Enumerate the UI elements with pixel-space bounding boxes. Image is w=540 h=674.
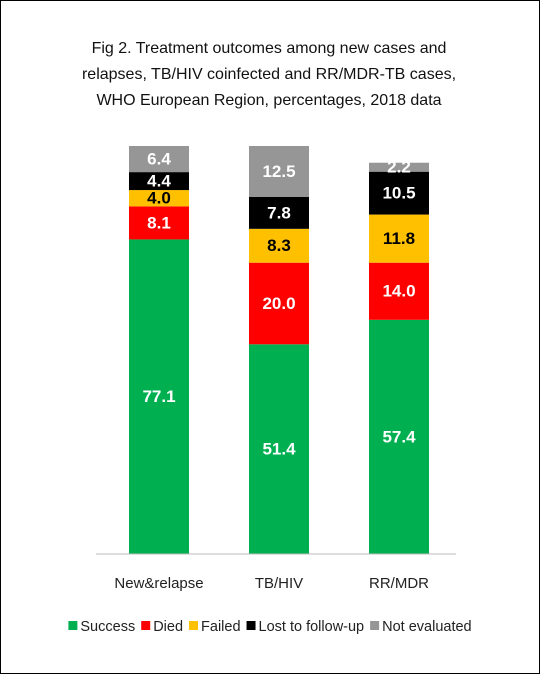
bar-segment bbox=[129, 172, 189, 191]
legend-label: Success bbox=[80, 619, 135, 635]
bar-segment bbox=[249, 197, 309, 229]
bar-segment bbox=[249, 228, 309, 263]
bar-segment bbox=[369, 162, 429, 172]
bar-segment bbox=[129, 206, 189, 240]
data-label: 8.1 bbox=[147, 213, 171, 232]
bar-segment bbox=[129, 190, 189, 207]
data-label: 77.1 bbox=[142, 387, 175, 406]
bar-segment bbox=[249, 262, 309, 345]
legend-swatch bbox=[246, 621, 256, 630]
legend-label: Failed bbox=[201, 619, 241, 635]
data-label: 4.0 bbox=[147, 189, 171, 208]
legend-swatch bbox=[68, 621, 78, 630]
x-tick-label: TB/HIV bbox=[255, 575, 303, 592]
bar-segment bbox=[129, 146, 189, 173]
legend-swatch bbox=[370, 621, 380, 630]
data-label: 10.5 bbox=[382, 184, 415, 203]
data-label: 8.3 bbox=[267, 236, 291, 255]
x-tick-label: New&relapse bbox=[114, 575, 203, 592]
bar-segment bbox=[249, 344, 309, 554]
chart-title: relapses, TB/HIV coinfected and RR/MDR-T… bbox=[82, 66, 456, 83]
data-label: 11.8 bbox=[383, 229, 415, 248]
legend-swatch bbox=[189, 621, 199, 630]
chart-title: WHO European Region, percentages, 2018 d… bbox=[96, 92, 441, 109]
bar-segment bbox=[369, 171, 429, 215]
data-label: 51.4 bbox=[262, 440, 296, 459]
data-label: 6.4 bbox=[147, 150, 171, 169]
data-label: 14.0 bbox=[382, 282, 415, 301]
bar-segment bbox=[369, 214, 429, 263]
chart-title: Fig 2. Treatment outcomes among new case… bbox=[92, 40, 447, 57]
legend-label: Lost to follow-up bbox=[259, 619, 365, 635]
data-label: 12.5 bbox=[262, 162, 295, 181]
data-label: 7.8 bbox=[267, 203, 291, 222]
bar-segment bbox=[129, 239, 189, 554]
data-label: 20.0 bbox=[262, 294, 295, 313]
x-tick-label: RR/MDR bbox=[369, 575, 429, 592]
legend-swatch bbox=[141, 621, 151, 630]
bar-segment bbox=[369, 262, 429, 320]
data-label: 57.4 bbox=[382, 427, 416, 446]
data-label: 4.4 bbox=[147, 172, 171, 191]
bar-segment bbox=[249, 146, 309, 197]
legend-label: Died bbox=[153, 619, 183, 635]
bar-segment bbox=[369, 319, 429, 554]
data-label: 2.2 bbox=[387, 158, 411, 177]
legend-label: Not evaluated bbox=[382, 619, 471, 635]
